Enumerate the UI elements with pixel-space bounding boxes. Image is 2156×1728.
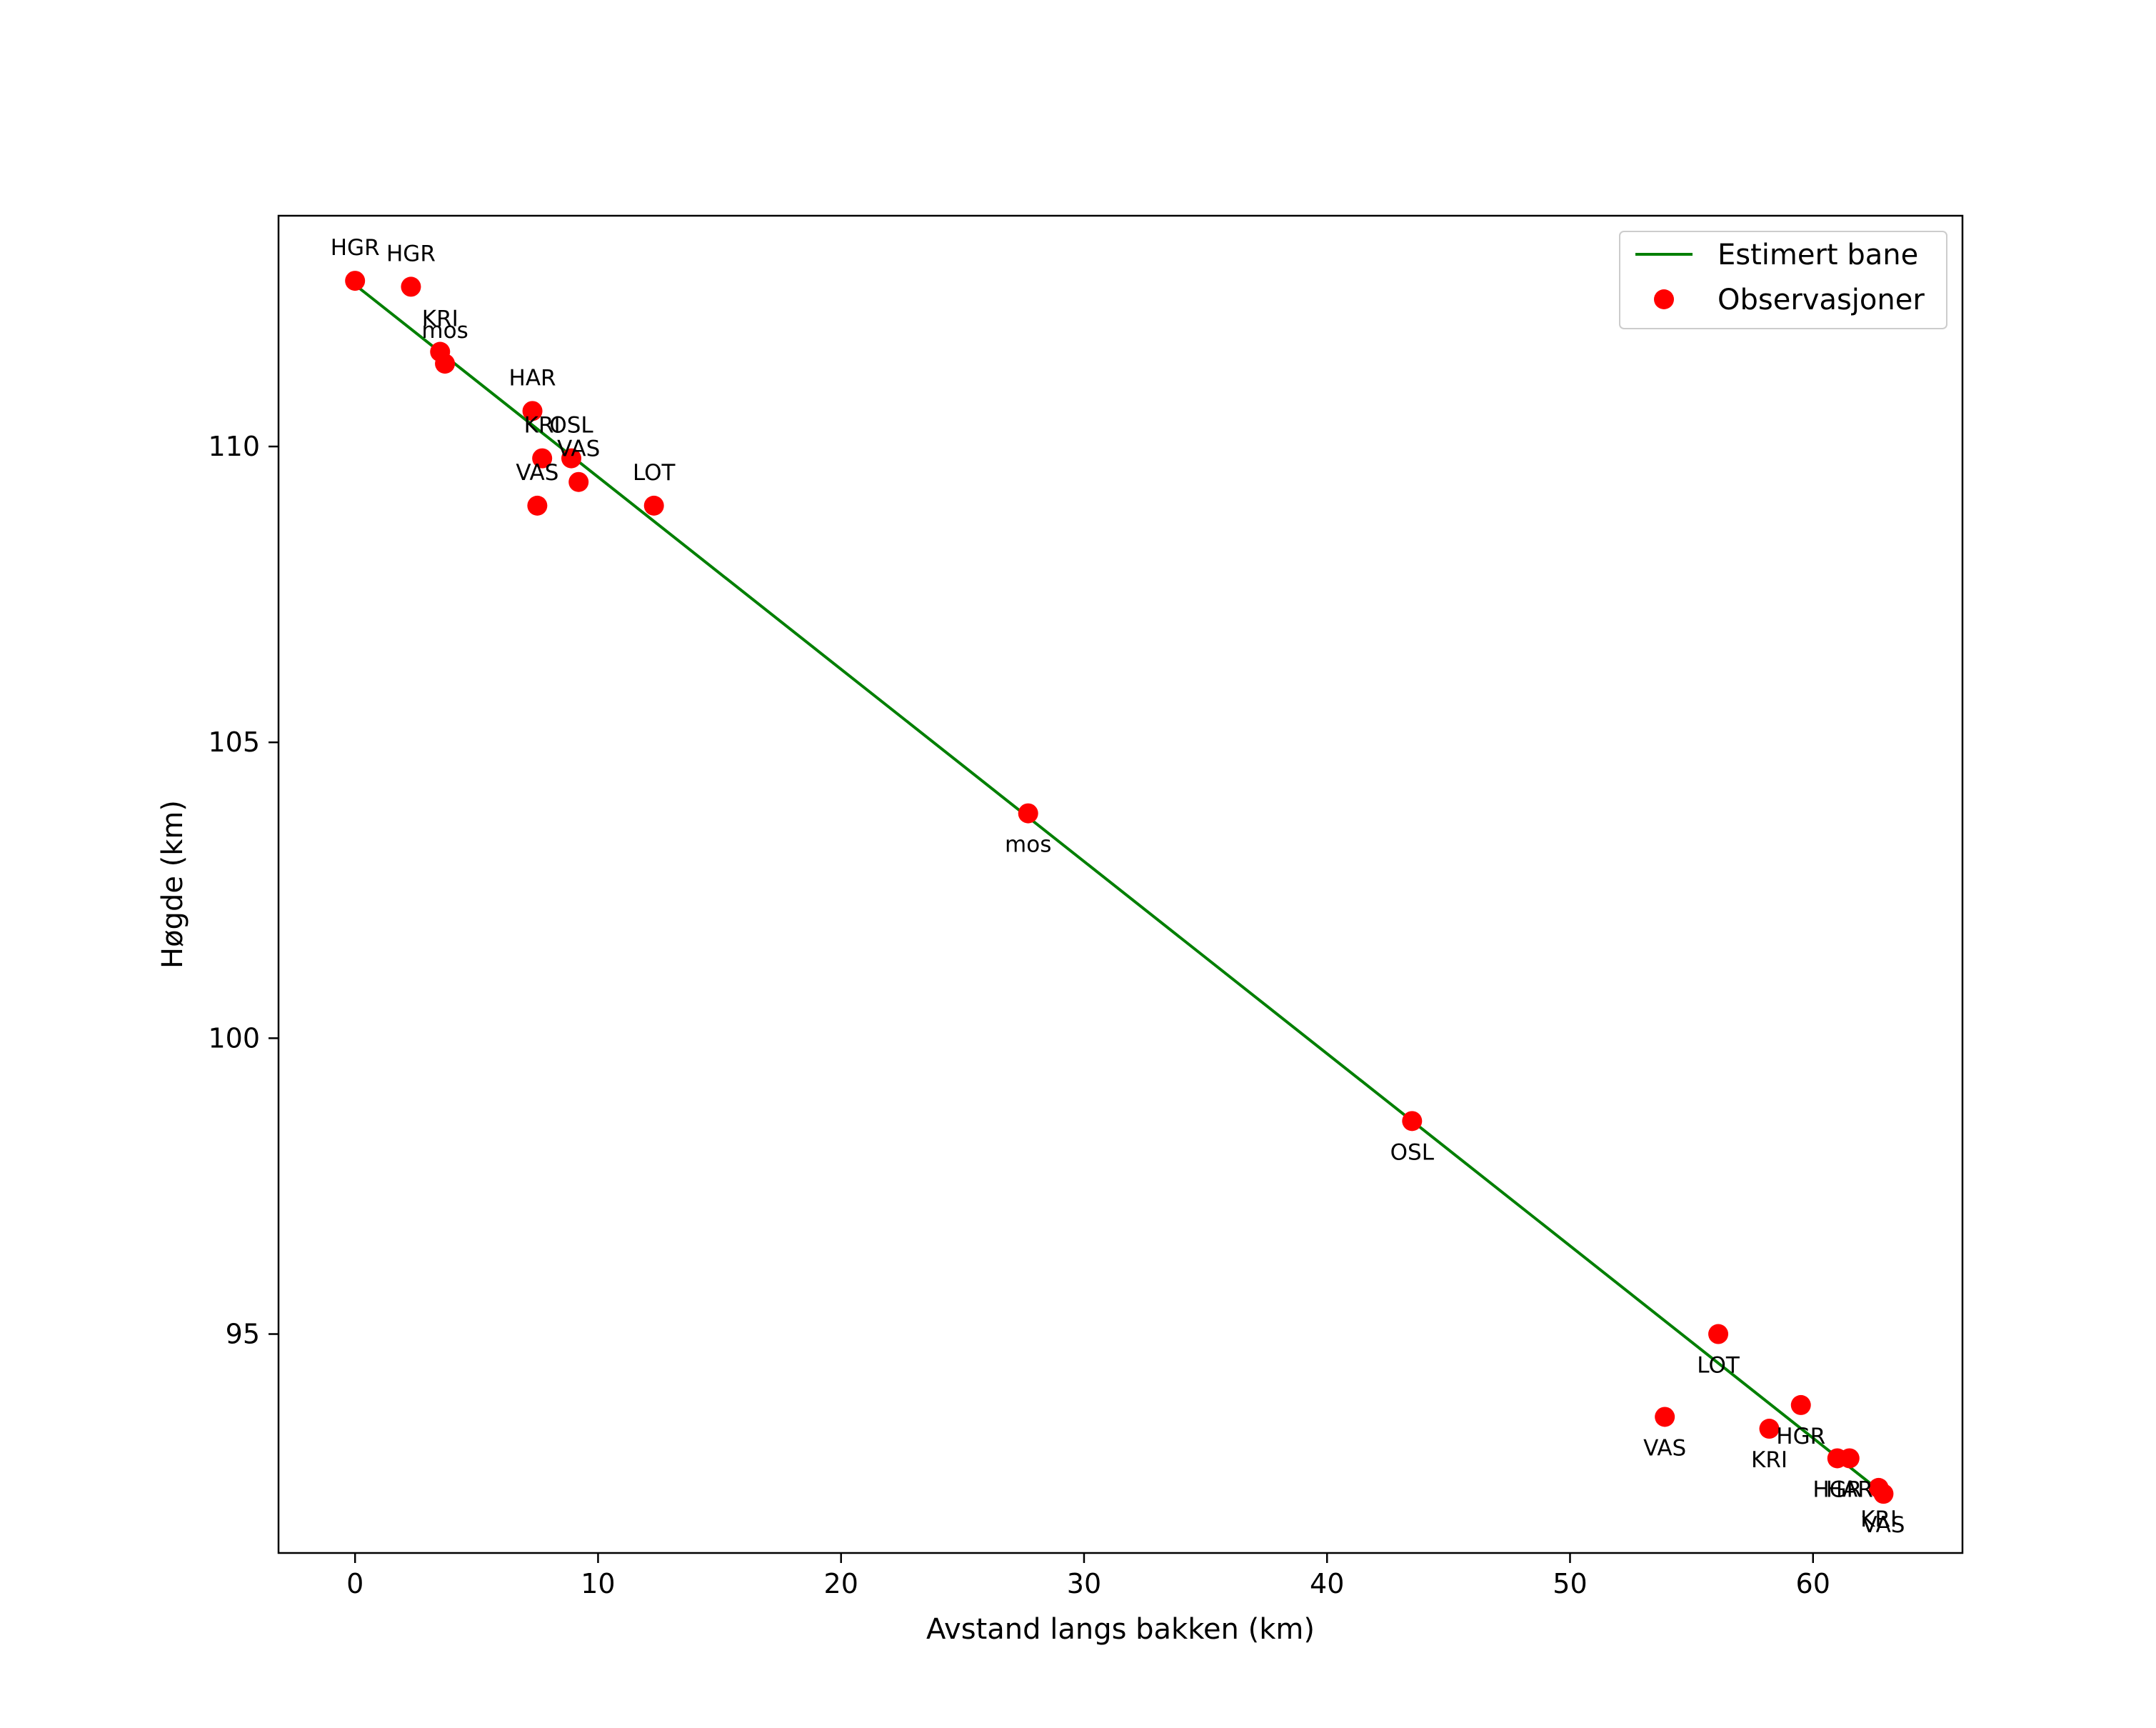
observation-point	[1018, 803, 1038, 824]
observation-label: HGR	[1812, 1477, 1862, 1502]
observation-point	[527, 495, 548, 516]
observation-label: mos	[421, 318, 468, 344]
observation-point	[568, 471, 589, 492]
plot-frame	[277, 214, 1964, 1554]
observation-label: OSL	[549, 413, 593, 439]
y-tick-label: 95	[226, 1319, 260, 1350]
legend: Estimert bane Observasjoner	[1619, 231, 1947, 329]
observation-label: LOT	[1697, 1353, 1740, 1379]
observation-points-layer	[345, 271, 1894, 1504]
y-tick-label: 105	[208, 726, 260, 758]
observation-label: HGR	[386, 241, 436, 266]
observation-point	[435, 354, 456, 374]
y-tick-label: 100	[208, 1022, 260, 1054]
x-tick-label: 20	[824, 1568, 858, 1599]
observation-point	[532, 448, 553, 469]
observation-point	[1708, 1324, 1729, 1344]
observation-point	[1759, 1419, 1780, 1439]
observation-label: VAS	[1862, 1512, 1905, 1538]
observation-label: HGR	[1776, 1424, 1825, 1449]
observation-label: HAR	[1826, 1477, 1873, 1502]
legend-entry-observasjoner: Observasjoner	[1718, 284, 1925, 316]
observation-label: VAS	[557, 436, 600, 462]
observation-label: mos	[1005, 832, 1051, 858]
observation-label: VAS	[1643, 1435, 1686, 1461]
observation-point	[561, 448, 582, 469]
observation-point	[1790, 1394, 1811, 1415]
observation-label: KRI	[1860, 1507, 1897, 1532]
trajectory-line-layer	[356, 285, 1885, 1495]
x-axis-label: Avstand langs bakken (km)	[926, 1613, 1315, 1646]
observation-label: VAS	[516, 460, 558, 486]
observation-point	[1839, 1448, 1860, 1469]
x-tick-label: 50	[1553, 1568, 1587, 1599]
observation-label: KRI	[422, 306, 458, 332]
x-tick-label: 10	[581, 1568, 615, 1599]
axis-ticks-layer: 0 10 20 30 40 50 60 95 100 105 110	[208, 431, 1830, 1599]
observation-point	[1655, 1407, 1675, 1427]
observation-label: HAR	[509, 365, 556, 391]
observation-label: OSL	[1390, 1139, 1435, 1165]
x-tick-label: 30	[1067, 1568, 1101, 1599]
observation-point	[345, 271, 366, 291]
observation-point	[1873, 1484, 1894, 1504]
x-tick-label: 40	[1310, 1568, 1344, 1599]
x-tick-label: 60	[1796, 1568, 1830, 1599]
observation-label: KRI	[1751, 1447, 1788, 1473]
observation-label: LOT	[633, 460, 676, 486]
observation-point	[1402, 1111, 1423, 1132]
observation-label: KRI	[524, 413, 561, 439]
observation-point	[522, 401, 543, 421]
legend-entry-estimert-bane: Estimert bane	[1718, 239, 1918, 271]
estimert-bane-line	[356, 285, 1885, 1495]
observation-point	[643, 495, 664, 516]
legend-point-swatch	[1654, 289, 1674, 309]
y-tick-label: 110	[208, 431, 260, 462]
legend-box	[1619, 231, 1947, 329]
observation-label: HGR	[331, 235, 380, 261]
observation-point	[401, 276, 421, 297]
x-tick-label: 0	[346, 1568, 363, 1599]
y-axis-label: Høgde (km)	[156, 800, 189, 969]
